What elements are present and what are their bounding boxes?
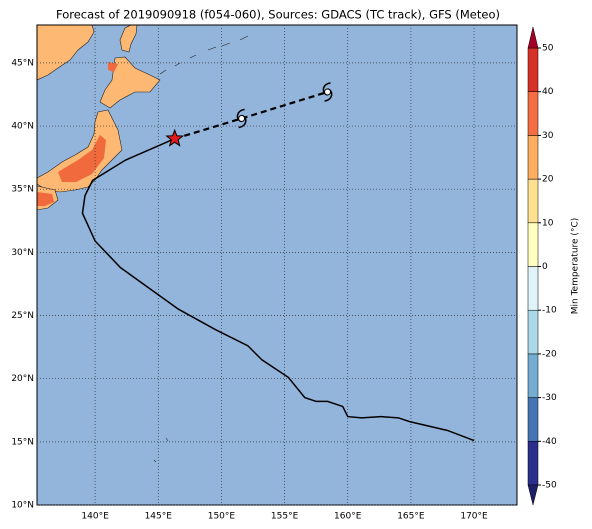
current-position: [165, 128, 185, 147]
colorbar-segment: [527, 178, 539, 224]
colorbar-segment: [527, 266, 539, 311]
x-tick-label: 165°E: [397, 512, 425, 522]
colorbar-segment: [527, 91, 539, 136]
colorbar-tick-label: 20: [542, 175, 554, 185]
y-tick-label: 25°N: [11, 311, 34, 321]
x-tick-label: 160°E: [334, 512, 362, 522]
forecast-line: [174, 90, 328, 140]
map-title: Forecast of 2019090918 (f054-060), Sourc…: [56, 8, 500, 22]
track-line: [81, 137, 475, 442]
colorbar-tick-label: 10: [542, 218, 554, 228]
colorbar-tick-label: 40: [542, 87, 554, 97]
colorbar-over: [527, 26, 539, 49]
y-tick-label: 30°N: [11, 248, 34, 258]
y-tick-label: 15°N: [11, 437, 34, 447]
colorbar-segment: [527, 47, 539, 92]
colorbar-segment: [527, 135, 539, 180]
x-tick-label: 145°E: [145, 512, 173, 522]
y-tick-label: 35°N: [11, 185, 34, 195]
x-tick-label: 150°E: [208, 512, 236, 522]
x-tick-label: 170°E: [460, 512, 488, 522]
colorbar-tick-label: -10: [542, 306, 557, 316]
colorbar-tick-label: 50: [542, 44, 554, 54]
x-tick-label: 140°E: [81, 512, 109, 522]
colorbar-tick-label: -30: [542, 393, 557, 403]
colorbar-segment: [527, 397, 539, 442]
colorbar-tick-label: -50: [542, 481, 557, 491]
colorbar-segment: [527, 441, 539, 486]
storm-eye: [324, 88, 332, 96]
colorbar-tick-label: -40: [542, 437, 557, 447]
colorbar-segment: [527, 353, 539, 398]
y-tick-label: 10°N: [11, 501, 34, 511]
colorbar-segment: [527, 222, 539, 267]
colorbar-tick-label: 0: [542, 262, 548, 272]
colorbar-segment: [527, 309, 539, 355]
colorbar-tick-label: 30: [542, 131, 554, 141]
colorbar-tick-label: -20: [542, 349, 557, 359]
colorbar-label: Min Temperature (°C): [571, 218, 581, 315]
y-tick-label: 45°N: [11, 58, 34, 68]
x-tick-label: 155°E: [271, 512, 299, 522]
storm-eye: [238, 114, 246, 122]
colorbar-under: [527, 484, 539, 506]
y-tick-label: 20°N: [11, 374, 34, 384]
y-tick-label: 40°N: [11, 122, 34, 132]
land: [37, 25, 249, 463]
